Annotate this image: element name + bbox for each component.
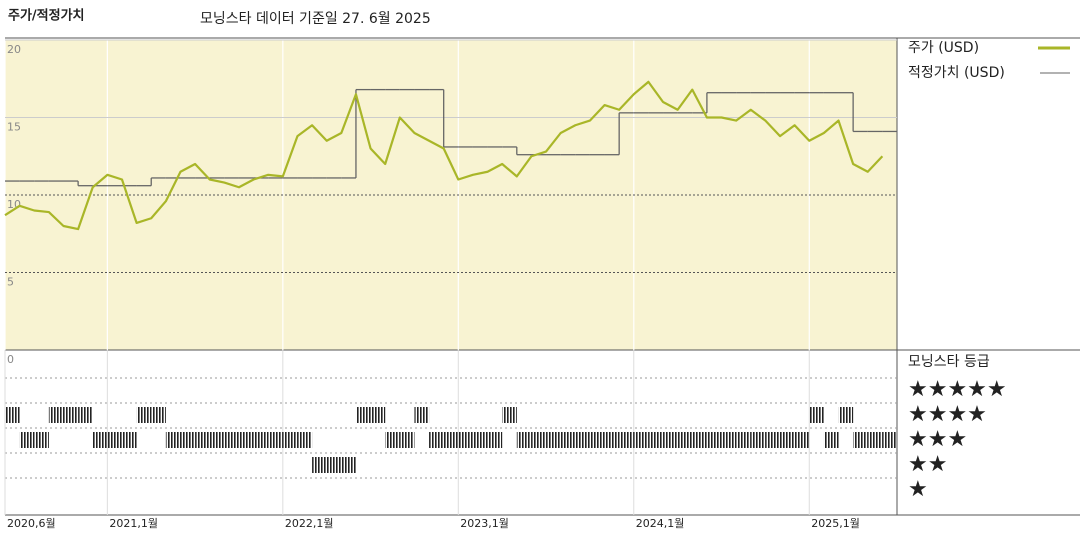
rating-bar [648,432,664,448]
x-tick-label: 2021,1월 [109,517,158,530]
price-line [4,80,884,231]
rating-grid [5,377,897,479]
rating-bar [809,407,824,423]
rating-bar [589,432,605,448]
rating-bar [458,432,473,448]
x-tick-label: 2025,1월 [811,517,860,530]
y-tick-label: 0 [7,353,14,366]
rating-bar [546,432,561,448]
rating-bar [721,432,737,448]
rating-bar [619,432,634,448]
rating-bar [209,432,225,448]
rating-bar [312,457,327,473]
rating-bar [853,432,868,448]
rating-bar [414,407,430,423]
legend-label: 주가 (USD) [908,40,979,56]
rating-bar [633,432,649,448]
rating-legend: ★★ [908,452,947,477]
chart-title: 주가/적정가치 [8,8,85,24]
rating-bar [180,432,196,448]
rating-bar [48,407,64,423]
rating-bar [151,407,166,423]
rating-bar [487,432,503,448]
rating-bar [823,432,839,448]
rating-bar [443,432,459,448]
rating-bar [429,432,444,448]
rating-bar [5,407,20,423]
rating-bar [502,407,517,423]
y-tick-label: 20 [7,43,21,56]
rating-bar [838,407,854,423]
rating-bar [63,407,79,423]
rating-bar [663,432,678,448]
rating-bar [706,432,722,448]
rating-bar [121,432,137,448]
x-tick-label: 2023,1월 [460,517,509,530]
rating-bar [355,407,371,423]
rating-bar [326,457,342,473]
rating-bar [531,432,547,448]
rating-bar [750,432,766,448]
rating-bar [107,432,122,448]
rating-bar [34,432,49,448]
rating-bar [780,432,795,448]
rating-legend: ★ [908,477,928,502]
rating-title: 모닝스타 등급 [908,354,990,370]
x-tick-label: 2020,6월 [7,517,56,530]
rating-bar [677,432,693,448]
rating-bar [238,432,254,448]
rating-bar [794,432,810,448]
rating-bar [604,432,620,448]
rating-legend: ★★★★★ [908,377,1007,402]
rating-bar [195,432,210,448]
rating-bar [136,407,152,423]
rating-bar [253,432,269,448]
rating-bar [165,432,181,448]
rating-bar [867,432,883,448]
rating-bar [78,407,93,423]
x-tick-label: 2022,1월 [285,517,334,530]
y-tick-label: 5 [7,276,14,289]
rating-bar [282,432,298,448]
rating-bar [385,432,400,448]
y-tick-label: 15 [7,121,21,134]
rating-bar [516,432,532,448]
x-tick-label: 2024,1월 [636,517,685,530]
rating-bar [341,457,356,473]
rating-bar [736,432,751,448]
rating-bar [268,432,283,448]
rating-bar [692,432,707,448]
rating-bar [92,432,108,448]
rating-bar [575,432,590,448]
rating-bar [472,432,488,448]
rating-bar [882,432,897,448]
rating-bar [224,432,239,448]
chart-subtitle: 모닝스타 데이터 기준일 27. 6월 2025 [200,11,431,27]
rating-bar [297,432,313,448]
legend-label: 적정가치 (USD) [908,65,1005,81]
rating-bar [560,432,576,448]
rating-legend: ★★★★ [908,402,987,427]
rating-bar [19,432,35,448]
rating-bar [399,432,415,448]
rating-legend: ★★★ [908,427,967,452]
rating-bar [370,407,386,423]
rating-bar [765,432,781,448]
